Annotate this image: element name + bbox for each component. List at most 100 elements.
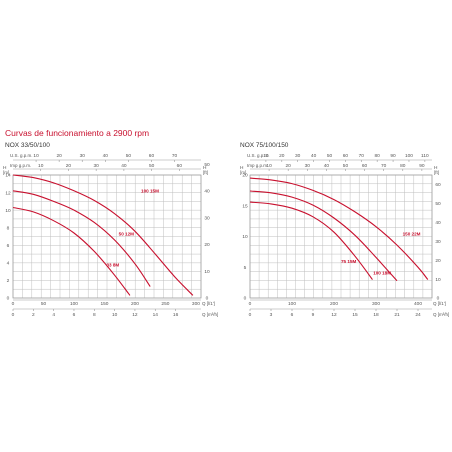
y-left-axis-label: H bbox=[3, 165, 7, 171]
top-axis-us-gpm-tick-label: 10 bbox=[263, 153, 269, 159]
x-tick-label: 24 bbox=[415, 312, 421, 318]
top-axis-us-gpm-tick-label: 70 bbox=[359, 153, 365, 159]
series-curve bbox=[249, 201, 373, 280]
y-left-tick-label: 8 bbox=[7, 225, 10, 231]
top-axis-imp-gpm-tick-label: 50 bbox=[343, 163, 349, 169]
x-tick-label: 6 bbox=[73, 312, 76, 318]
top-axis-imp-gpm-tick-label: 20 bbox=[286, 163, 292, 169]
bottom-axis-lmin-unit: Q [l/1'] bbox=[202, 301, 215, 306]
y-left-tick-label: 12 bbox=[5, 190, 11, 196]
y-right-axis-unit: [ft] bbox=[203, 170, 208, 175]
y-left-axis-unit: [m] bbox=[3, 170, 9, 175]
page-title: Curvas de funcionamiento a 2900 rpm bbox=[5, 128, 150, 138]
top-axis-imp-gpm-tick-label: 60 bbox=[177, 163, 183, 169]
bottom-axis-lmin-tick-label: 400 bbox=[414, 301, 422, 307]
x-axis-unit-label: Q [m³/h] bbox=[433, 312, 449, 317]
bottom-axis-lmin-tick-label: 250 bbox=[161, 301, 169, 307]
top-axis-imp-gpm-tick-label: 30 bbox=[93, 163, 99, 169]
series-curve bbox=[12, 190, 151, 287]
y-left-axis-label: H bbox=[240, 165, 244, 171]
y-left-tick-label: 0 bbox=[7, 296, 10, 302]
top-axis-imp-gpm-tick-label: 30 bbox=[305, 163, 311, 169]
y-left-tick-label: 10 bbox=[5, 208, 11, 214]
y-right-axis-label: H bbox=[203, 165, 207, 171]
y-right-tick-label: 0 bbox=[206, 296, 209, 302]
top-axis-us-gpm-tick-label: 90 bbox=[390, 153, 396, 159]
series-label: 100 18M bbox=[373, 271, 391, 276]
x-tick-label: 9 bbox=[312, 312, 315, 318]
series-curve bbox=[249, 190, 398, 282]
y-left-tick-label: 14 bbox=[5, 173, 11, 179]
x-tick-label: 16 bbox=[173, 312, 179, 318]
top-axis-imp-gpm-tick-label: 40 bbox=[121, 163, 127, 169]
y-left-tick-label: 20 bbox=[242, 173, 248, 179]
top-axis-us-gpm-tick-label: 60 bbox=[343, 153, 349, 159]
y-left-tick-label: 10 bbox=[242, 234, 248, 240]
x-tick-label: 2 bbox=[32, 312, 35, 318]
chart-title: NOX 75/100/150 bbox=[240, 142, 289, 149]
top-axis-us-gpm-tick-label: 100 bbox=[405, 153, 413, 159]
series-label: 75 15M bbox=[341, 259, 356, 264]
plot-frame bbox=[12, 174, 202, 299]
top-axis-us-gpm-tick-label: 70 bbox=[172, 153, 178, 159]
bottom-axis-lmin-tick-label: 200 bbox=[131, 301, 139, 307]
y-right-axis-unit: [ft] bbox=[434, 170, 439, 175]
y-left-tick-label: 2 bbox=[7, 278, 10, 284]
series-curve bbox=[249, 177, 429, 280]
bottom-axis-lmin-unit: Q [l/1'] bbox=[433, 301, 446, 306]
y-right-tick-label: 10 bbox=[435, 277, 441, 283]
bottom-axis-lmin-tick-label: 100 bbox=[288, 301, 296, 307]
x-tick-label: 0 bbox=[249, 312, 252, 318]
top-axis-us-gpm-tick-label: 20 bbox=[56, 153, 62, 159]
chart-panel-nox-33-50-100: NOX 33/50/100 U.S. g.p.m. 10 20 30 40 50 60 70 I… bbox=[0, 142, 220, 328]
x-axis-unit-label: Q [m³/h] bbox=[202, 312, 218, 317]
y-right-tick-label: 40 bbox=[435, 220, 441, 226]
y-right-tick-label: 50 bbox=[435, 201, 441, 207]
top-axis-imp-gpm-tick-label: 10 bbox=[266, 163, 272, 169]
x-tick-label: 14 bbox=[153, 312, 159, 318]
x-tick-label: 0 bbox=[12, 312, 15, 318]
top-axis-us-gpm-label: U.S. g.p.m. bbox=[10, 153, 33, 158]
top-axis-imp-gpm-label: Imp g.p.m. bbox=[247, 163, 268, 168]
top-axis-us-gpm-tick-label: 110 bbox=[421, 153, 429, 159]
bottom-axis-lmin-tick-label: 50 bbox=[41, 301, 47, 307]
y-right-tick-label: 30 bbox=[204, 215, 210, 221]
y-left-tick-label: 5 bbox=[244, 265, 247, 271]
y-left-axis-unit: [m] bbox=[240, 170, 246, 175]
bottom-axis-lmin-tick-label: 300 bbox=[372, 301, 380, 307]
top-axis-imp-gpm-tick-label: 80 bbox=[400, 163, 406, 169]
x-tick-label: 10 bbox=[112, 312, 118, 318]
top-axis-us-gpm-tick-label: 50 bbox=[126, 153, 132, 159]
top-axis-us-gpm-tick-label: 30 bbox=[80, 153, 86, 159]
x-tick-label: 3 bbox=[270, 312, 273, 318]
top-axis-imp-gpm-tick-label: 70 bbox=[381, 163, 387, 169]
y-right-tick-label: 20 bbox=[435, 258, 441, 264]
top-axis-us-gpm-tick-label: 40 bbox=[103, 153, 109, 159]
top-axis-us-gpm-tick-label: 50 bbox=[327, 153, 333, 159]
y-right-axis-label: H bbox=[434, 165, 438, 171]
top-axis-imp-gpm-tick-label: 50 bbox=[149, 163, 155, 169]
x-tick-label: 6 bbox=[291, 312, 294, 318]
bottom-axis-lmin-tick-label: 100 bbox=[70, 301, 78, 307]
series-curve bbox=[12, 206, 131, 296]
y-left-tick-label: 4 bbox=[7, 261, 10, 267]
x-tick-label: 12 bbox=[331, 312, 337, 318]
bottom-axis-lmin-tick-label: 0 bbox=[249, 301, 252, 307]
y-left-tick-label: 6 bbox=[7, 243, 10, 249]
y-right-tick-label: 30 bbox=[435, 239, 441, 245]
plot-frame bbox=[249, 174, 433, 299]
series-curve bbox=[12, 174, 194, 296]
chart-panel-nox-75-100-150: NOX 75/100/150 U.S. g.p.m. 10 20 30 40 50 60 70… bbox=[232, 142, 452, 328]
series-label: 150 22M bbox=[403, 231, 421, 236]
top-axis-us-gpm-label: U.S. g.p.m. bbox=[247, 153, 270, 158]
top-axis-imp-gpm-tick-label: 90 bbox=[419, 163, 425, 169]
y-right-tick-label: 0 bbox=[437, 296, 440, 302]
y-right-tick-label: 50 bbox=[204, 162, 210, 168]
top-axis-us-gpm-tick-label: 10 bbox=[33, 153, 39, 159]
bottom-axis-lmin-tick-label: 150 bbox=[100, 301, 108, 307]
top-axis-imp-gpm-tick-label: 10 bbox=[38, 163, 44, 169]
top-axis-imp-gpm-tick-label: 20 bbox=[66, 163, 72, 169]
top-axis-imp-gpm-label: Imp g.p.m. bbox=[10, 163, 31, 168]
